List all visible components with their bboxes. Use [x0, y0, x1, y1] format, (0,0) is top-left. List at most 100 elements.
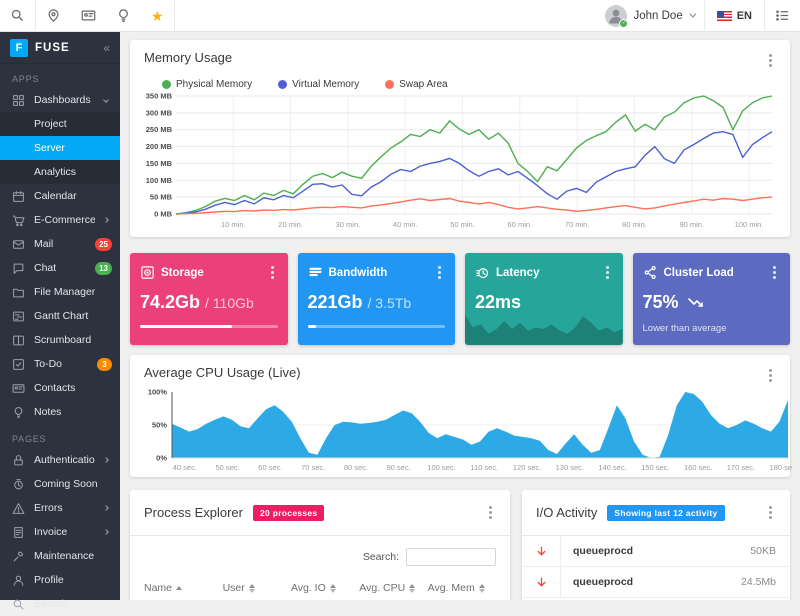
sidebar-item-chat[interactable]: Chat 13: [0, 256, 120, 280]
chevron-right-icon: [103, 457, 109, 463]
memory-usage-menu-icon[interactable]: [765, 50, 776, 71]
lightbulb-icon: [12, 406, 25, 419]
sidebar-item-calendar[interactable]: Calendar: [0, 184, 120, 208]
user-name: John Doe: [633, 9, 683, 22]
legend-item: Virtual Memory: [278, 79, 359, 90]
wrench-icon: [12, 550, 25, 563]
svg-text:70 min.: 70 min.: [565, 220, 590, 229]
star-icon[interactable]: ★: [151, 7, 164, 24]
sidebar-item-to-do[interactable]: To-Do 3: [0, 352, 120, 376]
sidebar-item-e-commerce[interactable]: E-Commerce: [0, 208, 120, 232]
contact-card-icon: [12, 382, 25, 395]
chat-icon: [12, 262, 25, 275]
io-activity-menu-icon[interactable]: [765, 502, 776, 523]
sidebar-item-mail[interactable]: Mail 25: [0, 232, 120, 256]
sidebar-item-errors[interactable]: Errors: [0, 496, 120, 520]
svg-text:130 sec.: 130 sec.: [556, 463, 584, 472]
memory-chart-legend: Physical Memory Virtual Memory Swap Area: [162, 79, 776, 90]
language-selector[interactable]: EN: [705, 0, 764, 32]
svg-text:50 MB: 50 MB: [150, 193, 173, 202]
sidebar-nav: APPS Dashboards Project Server Analytics Cale…: [0, 64, 120, 616]
svg-text:350 MB: 350 MB: [146, 92, 173, 101]
toolbar-divider: [764, 0, 765, 32]
process-explorer-menu-icon[interactable]: [485, 502, 496, 523]
toolbar-divider: [703, 0, 705, 32]
process-table-header: Name User Avg. IO Avg. CPU Avg. Mem: [130, 570, 510, 600]
download-arrow-icon: [522, 545, 560, 558]
count-badge: 13: [95, 261, 112, 275]
stat-card-menu-icon[interactable]: [434, 262, 445, 283]
stat-card-menu-icon[interactable]: [769, 262, 780, 283]
bars-icon: [308, 265, 323, 280]
sidebar-item-project[interactable]: Project: [0, 112, 120, 136]
sidebar-item-contacts[interactable]: Contacts: [0, 376, 120, 400]
column-header-name[interactable]: Name: [144, 582, 223, 594]
svg-text:200 MB: 200 MB: [146, 142, 173, 151]
sidebar-item-label: Maintenance: [34, 550, 95, 562]
sidebar-item-notes[interactable]: Notes: [0, 400, 120, 424]
sidebar-item-invoice[interactable]: Invoice: [0, 520, 120, 544]
stat-total: / 110Gb: [205, 295, 254, 311]
top-toolbar: ★ ✓ John Doe EN: [0, 0, 800, 32]
svg-text:60 sec.: 60 sec.: [258, 463, 282, 472]
svg-text:100%: 100%: [148, 388, 168, 397]
sidebar-item-scrumboard[interactable]: Scrumboard: [0, 328, 120, 352]
online-status-badge: ✓: [619, 18, 629, 28]
share-icon: [643, 265, 658, 280]
sidebar-item-authentication[interactable]: Authentication: [0, 448, 120, 472]
user-menu-button[interactable]: ✓ John Doe: [595, 0, 703, 32]
column-header-avg-cpu[interactable]: Avg. CPU: [359, 582, 427, 594]
svg-text:100 min.: 100 min.: [735, 220, 764, 229]
sidebar-item-gantt-chart[interactable]: Gantt Chart: [0, 304, 120, 328]
svg-text:150 MB: 150 MB: [146, 159, 173, 168]
io-size: 24.5Mb: [740, 576, 776, 588]
sort-icon: [329, 583, 336, 593]
svg-text:120 sec.: 120 sec.: [513, 463, 541, 472]
search-icon[interactable]: [0, 0, 35, 32]
column-header-avg-io[interactable]: Avg. IO: [291, 582, 359, 594]
stat-card-title: Bandwidth: [328, 266, 388, 279]
toolbar-divider: [35, 0, 36, 32]
brand: F FUSE «: [0, 32, 120, 64]
sidebar-item-search[interactable]: Search: [0, 592, 120, 616]
quick-panel-toggle-icon[interactable]: [765, 0, 800, 32]
svg-text:10 min.: 10 min.: [221, 220, 246, 229]
latency-sparkline-chart: [465, 311, 623, 345]
memory-usage-chart: 0 MB 50 MB 100 MB 150 MB 200 MB 250 MB 300 MB 3…: [144, 92, 776, 232]
sidebar-item-coming-soon[interactable]: Coming Soon: [0, 472, 120, 496]
stat-card-menu-icon[interactable]: [267, 262, 278, 283]
sidebar-item-label: Calendar: [34, 190, 77, 202]
us-flag-icon: [716, 10, 732, 21]
io-activity-row[interactable]: queueprocd 24.5Mb: [522, 567, 790, 598]
lightbulb-icon[interactable]: [106, 0, 141, 32]
sidebar-item-profile[interactable]: Profile: [0, 568, 120, 592]
sidebar-item-file-manager[interactable]: File Manager: [0, 280, 120, 304]
column-header-user[interactable]: User: [223, 582, 291, 594]
sidebar-item-server[interactable]: Server: [0, 136, 120, 160]
contact-card-icon[interactable]: [71, 0, 106, 32]
sidebar-item-analytics[interactable]: Analytics: [0, 160, 120, 184]
sidebar-item-maintenance[interactable]: Maintenance: [0, 544, 120, 568]
io-activity-row[interactable]: queueprocd 50KB: [522, 536, 790, 567]
stat-card-menu-icon[interactable]: [602, 262, 613, 283]
column-header-avg-mem[interactable]: Avg. Mem: [428, 582, 496, 594]
io-activity-badge: Showing last 12 activity: [607, 504, 725, 521]
sidebar-item-dashboards[interactable]: Dashboards: [0, 88, 120, 112]
location-pin-icon[interactable]: [36, 0, 71, 32]
sidebar-collapse-icon[interactable]: «: [103, 40, 110, 55]
process-search-input[interactable]: [406, 548, 496, 566]
stat-value: 74.2Gb: [140, 292, 201, 312]
clock-icon: [12, 478, 25, 491]
sidebar-item-label: Errors: [34, 502, 63, 514]
svg-text:100 MB: 100 MB: [146, 176, 173, 185]
io-process-name: queueprocd: [560, 536, 750, 566]
svg-text:90 min.: 90 min.: [679, 220, 704, 229]
cpu-usage-menu-icon[interactable]: [765, 365, 776, 386]
progress-bar: [140, 325, 278, 328]
legend-dot-icon: [385, 80, 395, 89]
sidebar-item-label: Mail: [34, 238, 54, 250]
svg-text:70 sec.: 70 sec.: [301, 463, 325, 472]
sidebar-item-label: Project: [34, 118, 67, 130]
cpu-usage-chart: 0% 50% 100% 40 sec. 50 sec. 60 sec. 70 sec. 80 …: [144, 386, 798, 479]
stat-value: 22ms: [475, 292, 522, 312]
